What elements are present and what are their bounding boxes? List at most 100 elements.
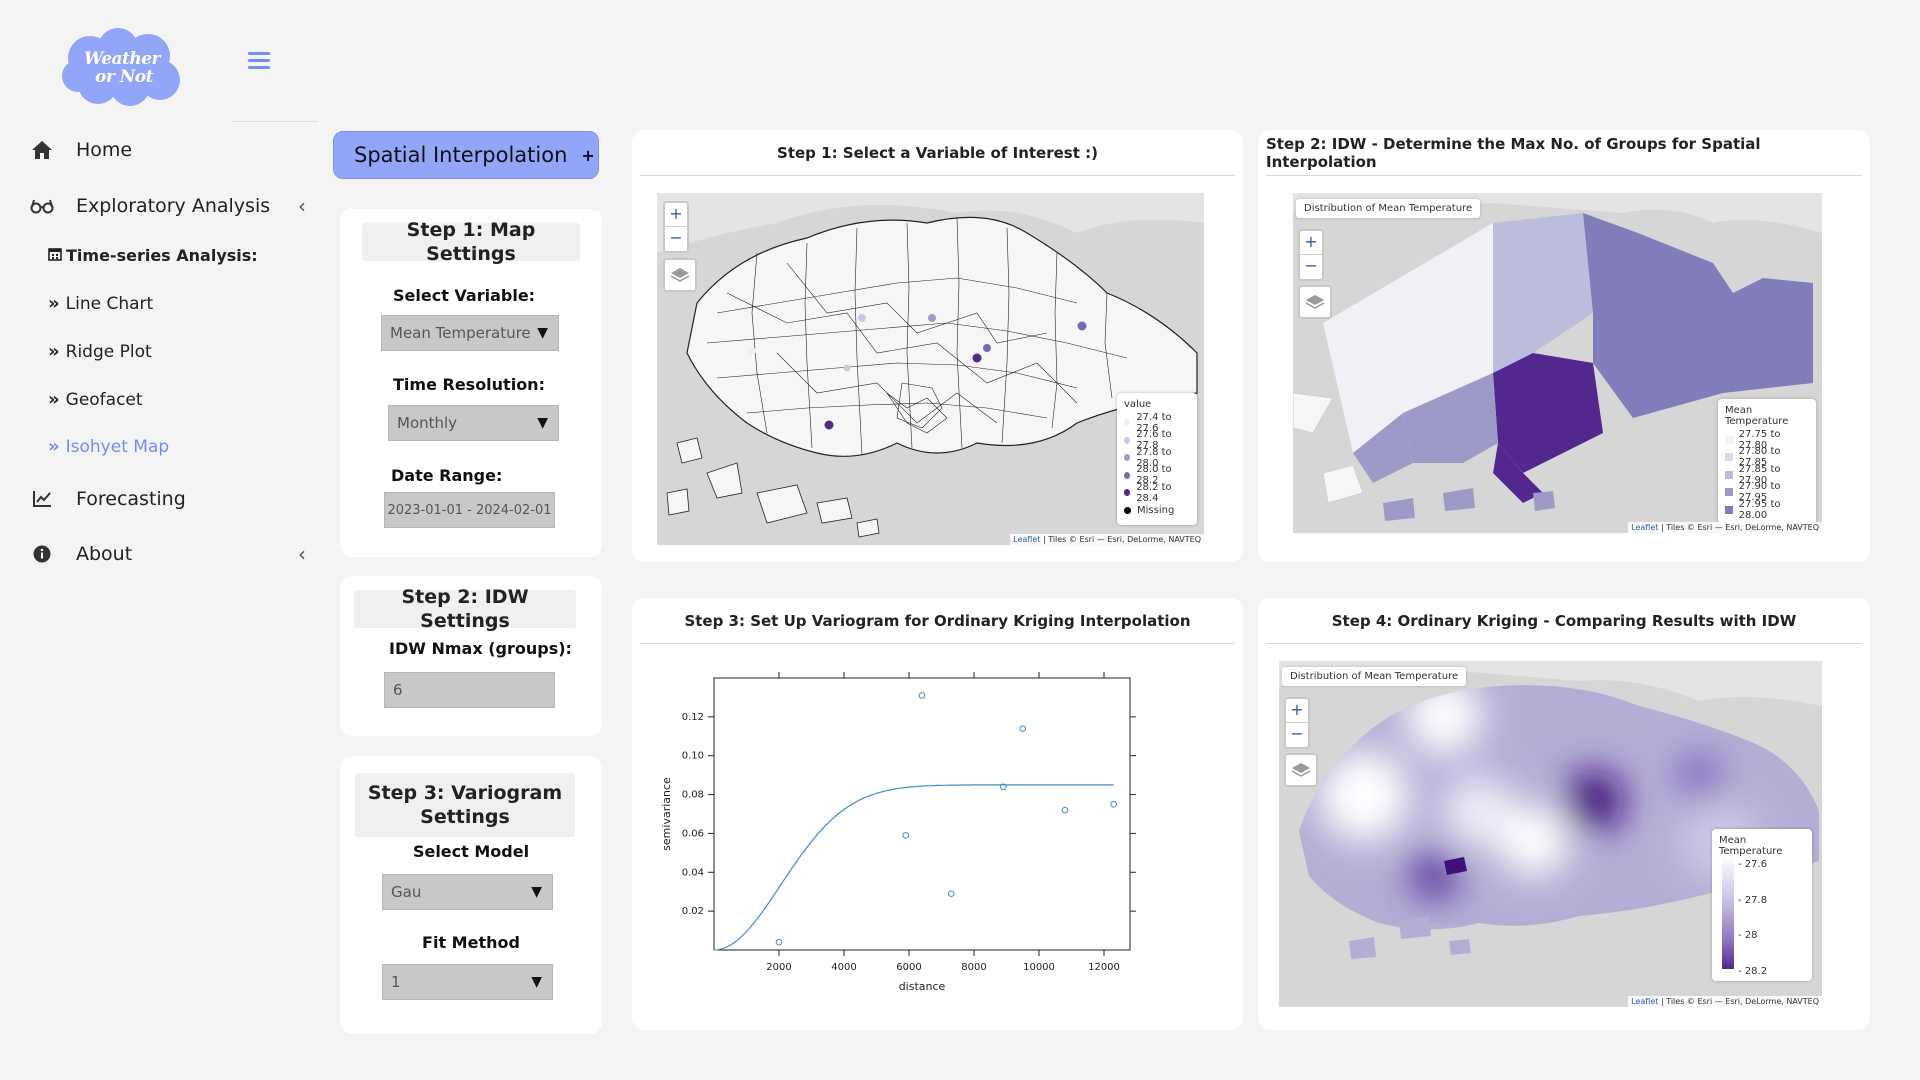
app-logo[interactable]: Weather or Not bbox=[60, 28, 184, 108]
idw-nmax-label: IDW Nmax (groups): bbox=[389, 639, 572, 658]
variogram-point bbox=[918, 692, 926, 699]
legend-row: 27.95 to 28.00 bbox=[1725, 499, 1809, 521]
chevron-left-icon[interactable]: ‹ bbox=[298, 542, 306, 566]
y-tick-label: 0.06 bbox=[682, 828, 704, 839]
variogram-point bbox=[999, 783, 1007, 791]
legend-label: 27.85 to 27.90 bbox=[1738, 463, 1781, 486]
legend-row: 27.6 to 27.8 bbox=[1124, 429, 1190, 451]
legend-row: 28.0 to 28.2 bbox=[1124, 464, 1190, 487]
legend-swatch bbox=[1725, 435, 1733, 444]
time-resolution-select[interactable]: Monthly ▼ bbox=[388, 405, 559, 441]
leaflet-link[interactable]: Leaflet bbox=[1631, 997, 1659, 1006]
singapore-subzone-map bbox=[657, 193, 1204, 545]
step3-heading: Step 3: Variogram Settings bbox=[355, 773, 575, 837]
panel-step1-variable: Step 1: Select a Variable of Interest :) bbox=[632, 130, 1243, 562]
fit-method-select[interactable]: 1 ▼ bbox=[382, 964, 553, 1000]
variogram-point bbox=[775, 938, 783, 946]
legend-swatch bbox=[1124, 471, 1131, 479]
fit-method-value: 1 bbox=[391, 973, 401, 991]
zoom-out-button[interactable]: − bbox=[669, 228, 683, 247]
legend-swatch bbox=[1124, 436, 1131, 444]
station-points[interactable] bbox=[748, 314, 1087, 430]
sub-item-line-chart[interactable]: » Line Chart bbox=[48, 293, 153, 314]
legend-row: 27.4 to 27.6 bbox=[1124, 411, 1190, 434]
map-attribution: Leaflet | Tiles © Esri — Esri, DeLorme, … bbox=[1628, 522, 1822, 533]
station-map[interactable]: + − value 27.4 to 27.6 27.6 to 27.8 27.8 to… bbox=[657, 193, 1204, 545]
nav-item-forecasting[interactable]: Forecasting bbox=[30, 487, 186, 511]
date-range-input[interactable]: 2023-01-01 - 2024-02-01 bbox=[384, 492, 555, 528]
map-title-label: Distribution of Mean Temperature bbox=[1296, 199, 1481, 218]
x-tick-label: 8000 bbox=[961, 962, 986, 973]
layers-icon[interactable] bbox=[663, 258, 697, 292]
legend-row: 27.80 to 27.85 bbox=[1725, 446, 1809, 468]
model-select[interactable]: Gau ▼ bbox=[382, 874, 553, 910]
legend-title: Mean Temperature bbox=[1719, 835, 1783, 857]
idw-nmax-input[interactable]: 6 bbox=[384, 672, 555, 708]
zoom-control[interactable]: + − bbox=[1284, 697, 1310, 749]
legend-swatch bbox=[1725, 505, 1733, 514]
step1-heading: Step 1: Map Settings bbox=[362, 219, 580, 265]
logo-cloud-icon bbox=[62, 28, 180, 106]
zoom-control[interactable]: + − bbox=[663, 201, 689, 253]
map-legend: value 27.4 to 27.6 27.6 to 27.8 27.8 to 28… bbox=[1117, 393, 1197, 525]
legend-label: 27.4 to 27.6 bbox=[1136, 411, 1172, 434]
panel-step2-title: Step 2: IDW - Determine the Max No. of G… bbox=[1266, 130, 1862, 176]
sub-item-isohyet-map[interactable]: » Isohyet Map bbox=[48, 436, 169, 457]
map-legend: Mean Temperature 27.75 to 27.80 27.80 to … bbox=[1718, 399, 1816, 525]
zoom-in-button[interactable]: + bbox=[665, 203, 687, 227]
zoom-control[interactable]: + − bbox=[1298, 229, 1324, 281]
map-title-label: Distribution of Mean Temperature bbox=[1282, 667, 1467, 686]
legend-label: 27.90 to 27.95 bbox=[1738, 481, 1781, 504]
zoom-out-button[interactable]: − bbox=[1304, 256, 1318, 275]
date-range-label: Date Range: bbox=[391, 466, 503, 485]
attribution-text: | Tiles © Esri — Esri, DeLorme, NAVTEQ bbox=[1660, 997, 1819, 1006]
leaflet-link[interactable]: Leaflet bbox=[1631, 523, 1659, 532]
model-select-value: Gau bbox=[391, 883, 422, 901]
sub-item-geofacet[interactable]: » Geofacet bbox=[48, 389, 143, 410]
plus-icon: + bbox=[581, 145, 595, 165]
step2-idw-settings-card: Step 2: IDW Settings IDW Nmax (groups): … bbox=[340, 576, 602, 736]
idw-map[interactable]: Distribution of Mean Temperature + − Mean… bbox=[1293, 193, 1822, 533]
panel-step3-title: Step 3: Set Up Variogram for Ordinary Kr… bbox=[640, 598, 1235, 644]
zoom-in-button[interactable]: + bbox=[1286, 699, 1308, 723]
y-tick-label: 0.08 bbox=[682, 790, 704, 801]
kriging-map[interactable]: Distribution of Mean Temperature + − Mean… bbox=[1279, 661, 1822, 1007]
variogram-chart: 2000 4000 6000 8000 10000 12000 0.02 0.04 0.06 0.… bbox=[660, 672, 1136, 993]
zoom-out-button[interactable]: − bbox=[1290, 724, 1304, 743]
nav-item-about[interactable]: About ‹ bbox=[30, 542, 306, 566]
nav-label-exploratory: Exploratory Analysis bbox=[76, 195, 271, 217]
legend-label: 28.2 to 28.4 bbox=[1136, 481, 1172, 504]
layers-icon[interactable] bbox=[1284, 753, 1318, 787]
legend-label: 27.75 to 27.80 bbox=[1738, 428, 1781, 451]
calendar-icon bbox=[48, 246, 62, 265]
step2-heading: Step 2: IDW Settings bbox=[354, 586, 576, 632]
legend-row: 27.85 to 27.90 bbox=[1725, 463, 1809, 486]
leaflet-link[interactable]: Leaflet bbox=[1013, 535, 1041, 544]
sub-item-ridge-plot[interactable]: » Ridge Plot bbox=[48, 341, 152, 362]
legend-label: 28.0 to 28.2 bbox=[1136, 464, 1172, 487]
spatial-interpolation-tab[interactable]: Spatial Interpolation + bbox=[333, 131, 599, 179]
x-tick-label: 12000 bbox=[1088, 962, 1120, 973]
caret-down-icon: ▼ bbox=[531, 974, 542, 990]
menu-toggle-icon[interactable] bbox=[248, 52, 270, 70]
legend-swatch bbox=[1124, 489, 1131, 497]
layers-icon[interactable] bbox=[1298, 285, 1332, 319]
nav-item-home[interactable]: Home bbox=[30, 138, 132, 162]
fit-method-label: Fit Method bbox=[422, 933, 520, 952]
double-chevron-icon: » bbox=[48, 436, 60, 457]
double-chevron-icon: » bbox=[48, 341, 60, 362]
legend-row: 27.8 to 28.0 bbox=[1124, 447, 1190, 469]
y-tick-label: 0.02 bbox=[682, 906, 704, 917]
variable-select[interactable]: Mean Temperature ▼ bbox=[381, 315, 559, 351]
zoom-in-button[interactable]: + bbox=[1300, 231, 1322, 255]
nav-item-exploratory-analysis[interactable]: Exploratory Analysis ‹ bbox=[30, 194, 306, 218]
info-icon bbox=[30, 542, 54, 566]
nav-label-forecasting: Forecasting bbox=[76, 488, 186, 510]
sub-heading-time-series[interactable]: Time-series Analysis: bbox=[48, 246, 258, 265]
map-attribution: Leaflet | Tiles © Esri — Esri, DeLorme, … bbox=[1010, 534, 1204, 545]
legend-tick: - 28 bbox=[1738, 930, 1758, 941]
legend-swatch bbox=[1124, 454, 1131, 462]
chevron-left-icon[interactable]: ‹ bbox=[298, 194, 306, 218]
panel-step4-kriging: Step 4: Ordinary Kriging - Comparing Res… bbox=[1258, 598, 1870, 1030]
sidebar: Weather or Not Home Exploratory Analysis… bbox=[0, 0, 318, 1080]
